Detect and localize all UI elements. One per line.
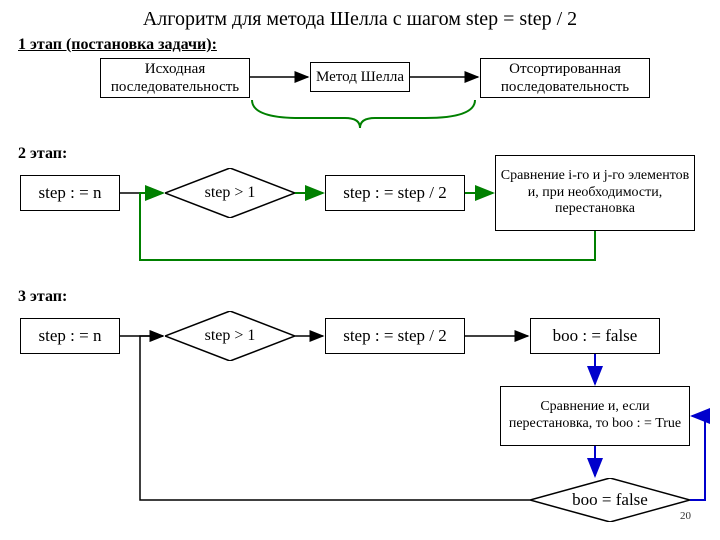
s3-boo-false: boo : = false <box>530 318 660 354</box>
page-number: 20 <box>680 510 691 522</box>
s2-diamond: step > 1 <box>165 168 295 218</box>
stage1-label: 1 этап (постановка задачи): <box>18 36 217 54</box>
box-input: Исходная последовательность <box>100 58 250 98</box>
s3-step-n: step : = n <box>20 318 120 354</box>
s3-diamond-text: step > 1 <box>165 327 295 345</box>
s2-step-div2: step : = step / 2 <box>325 175 465 211</box>
stage3-label: 3 этап: <box>18 288 67 306</box>
box-method: Метод Шелла <box>310 62 410 92</box>
s3-compare2: Сравнение и, если перестановка, то boo :… <box>500 386 690 446</box>
s3-step-div2: step : = step / 2 <box>325 318 465 354</box>
s3-diamond-boo: boo = false <box>530 478 690 522</box>
s2-step-n: step : = n <box>20 175 120 211</box>
box-output: Отсортированная последовательность <box>480 58 650 98</box>
s2-compare: Сравнение i-го и j-го элементов и, при н… <box>495 155 695 231</box>
s3-diamond-boo-text: boo = false <box>530 490 690 510</box>
page-title: Алгоритм для метода Шелла с шагом step =… <box>65 8 655 31</box>
s2-diamond-text: step > 1 <box>165 184 295 202</box>
s3-diamond: step > 1 <box>165 311 295 361</box>
stage2-label: 2 этап: <box>18 145 67 163</box>
